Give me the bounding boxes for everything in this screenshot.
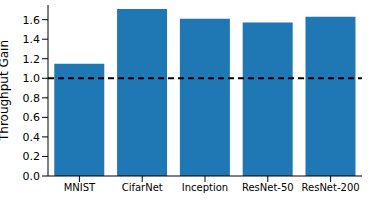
svg-text:MNIST: MNIST [64,182,96,193]
svg-text:1.0: 1.0 [23,72,41,85]
svg-text:0.4: 0.4 [23,131,41,144]
svg-text:ResNet-200: ResNet-200 [302,182,360,193]
svg-text:1.2: 1.2 [23,53,41,66]
svg-text:Throughput Gain: Throughput Gain [8,40,11,142]
svg-text:0.0: 0.0 [23,170,41,183]
svg-text:ResNet-50: ResNet-50 [242,182,294,193]
svg-text:1.6: 1.6 [23,14,41,27]
svg-text:CifarNet: CifarNet [122,182,163,193]
svg-text:1.4: 1.4 [23,33,41,46]
svg-text:Inception: Inception [182,182,228,193]
svg-text:0.2: 0.2 [23,150,41,163]
svg-text:0.8: 0.8 [23,92,41,105]
svg-text:0.6: 0.6 [23,111,41,124]
